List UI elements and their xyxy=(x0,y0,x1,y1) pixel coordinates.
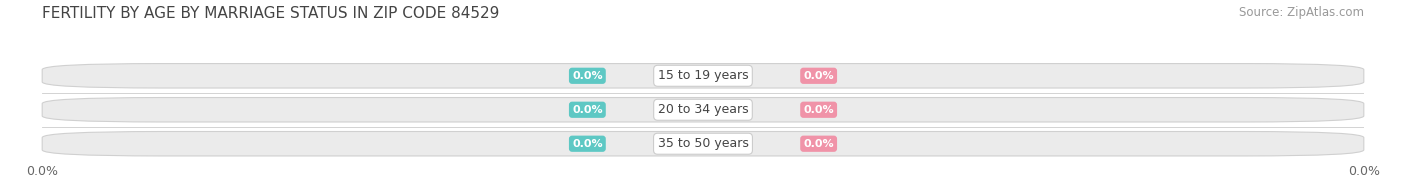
FancyBboxPatch shape xyxy=(42,98,1364,122)
Text: FERTILITY BY AGE BY MARRIAGE STATUS IN ZIP CODE 84529: FERTILITY BY AGE BY MARRIAGE STATUS IN Z… xyxy=(42,6,499,21)
Text: 15 to 19 years: 15 to 19 years xyxy=(658,69,748,82)
Text: 0.0%: 0.0% xyxy=(803,139,834,149)
FancyBboxPatch shape xyxy=(42,64,1364,88)
FancyBboxPatch shape xyxy=(42,132,1364,156)
Text: 0.0%: 0.0% xyxy=(803,71,834,81)
Text: 0.0%: 0.0% xyxy=(572,105,603,115)
Text: Source: ZipAtlas.com: Source: ZipAtlas.com xyxy=(1239,6,1364,19)
Text: 35 to 50 years: 35 to 50 years xyxy=(658,137,748,150)
Text: 0.0%: 0.0% xyxy=(572,71,603,81)
Text: 0.0%: 0.0% xyxy=(803,105,834,115)
Text: 0.0%: 0.0% xyxy=(572,139,603,149)
Text: 20 to 34 years: 20 to 34 years xyxy=(658,103,748,116)
